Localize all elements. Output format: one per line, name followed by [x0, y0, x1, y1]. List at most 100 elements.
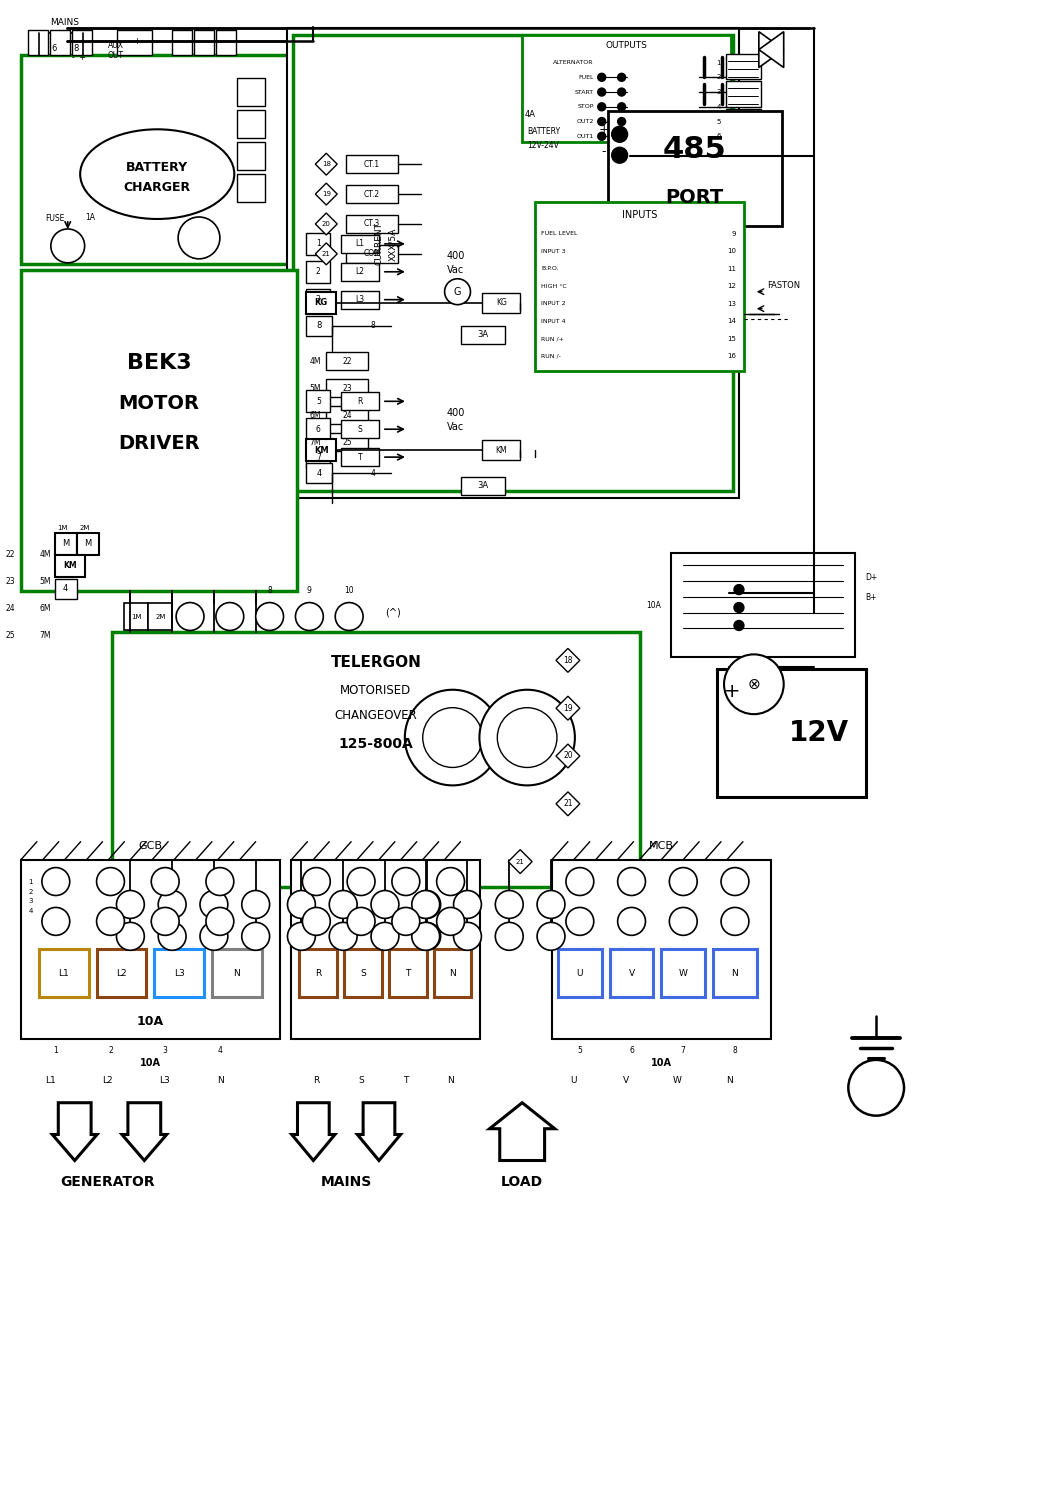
Text: 8: 8 — [316, 321, 322, 330]
Text: 2: 2 — [717, 74, 721, 80]
Bar — [50, 30, 70, 54]
Text: 400: 400 — [446, 251, 464, 262]
Bar — [65, 33, 87, 65]
Text: 23: 23 — [5, 578, 15, 587]
Text: R: R — [315, 969, 322, 978]
Bar — [306, 390, 330, 413]
Circle shape — [200, 922, 227, 950]
Text: 8: 8 — [733, 1046, 738, 1055]
Circle shape — [422, 708, 482, 768]
Circle shape — [848, 1060, 904, 1116]
Text: DRIVER: DRIVER — [118, 434, 200, 452]
Circle shape — [597, 73, 606, 82]
Circle shape — [617, 133, 626, 141]
Text: 125-800A: 125-800A — [339, 736, 413, 751]
Text: 8: 8 — [73, 44, 79, 53]
Text: 5M: 5M — [40, 578, 51, 587]
Text: 1: 1 — [315, 239, 321, 248]
Polygon shape — [556, 792, 580, 816]
Polygon shape — [508, 850, 532, 874]
Text: 22: 22 — [5, 550, 15, 559]
Text: KM: KM — [314, 446, 329, 455]
Bar — [342, 392, 379, 410]
Circle shape — [566, 907, 594, 936]
Bar — [608, 112, 782, 225]
Bar — [713, 950, 757, 996]
Text: 3A: 3A — [477, 330, 488, 339]
Circle shape — [537, 922, 565, 950]
Text: STOP: STOP — [577, 104, 594, 109]
Text: 2: 2 — [108, 1046, 113, 1055]
Text: S: S — [361, 969, 366, 978]
Text: 6: 6 — [629, 1046, 634, 1055]
Circle shape — [96, 907, 125, 936]
Bar — [71, 30, 91, 54]
Text: CHARGER: CHARGER — [124, 180, 191, 194]
Circle shape — [612, 147, 628, 163]
Bar — [726, 53, 761, 80]
Polygon shape — [315, 213, 337, 234]
Text: XXX/5A: XXX/5A — [389, 227, 397, 260]
Text: 21: 21 — [516, 859, 525, 865]
Text: 4M: 4M — [310, 357, 322, 366]
Bar — [522, 35, 732, 142]
Circle shape — [303, 868, 330, 895]
Circle shape — [151, 868, 179, 895]
Text: ALTERNATOR: ALTERNATOR — [553, 60, 594, 65]
Text: BATTERY: BATTERY — [126, 160, 189, 174]
Circle shape — [287, 891, 315, 918]
Text: 23: 23 — [343, 384, 352, 393]
Text: V: V — [623, 1077, 629, 1086]
Text: 6: 6 — [315, 425, 321, 434]
Bar — [28, 30, 48, 54]
Text: 2: 2 — [28, 889, 34, 895]
Circle shape — [371, 922, 399, 950]
Text: 6: 6 — [717, 133, 721, 139]
Circle shape — [566, 868, 594, 895]
Text: 1M: 1M — [58, 525, 68, 531]
Text: 5: 5 — [717, 118, 721, 124]
Circle shape — [158, 922, 187, 950]
Bar — [306, 316, 332, 336]
Text: 7: 7 — [681, 1046, 685, 1055]
Circle shape — [454, 891, 481, 918]
Circle shape — [412, 922, 440, 950]
Text: N: N — [732, 969, 739, 978]
Text: N: N — [234, 969, 240, 978]
Text: L3: L3 — [159, 1077, 170, 1086]
Circle shape — [412, 891, 440, 918]
Text: TELERGON: TELERGON — [330, 655, 421, 670]
Text: HIGH °C: HIGH °C — [541, 284, 567, 289]
Text: MAINS: MAINS — [50, 18, 80, 27]
Text: 24: 24 — [5, 603, 15, 612]
Text: 12: 12 — [727, 283, 736, 289]
Bar — [344, 950, 381, 996]
Bar — [212, 950, 262, 996]
Polygon shape — [759, 32, 784, 68]
Polygon shape — [357, 1102, 400, 1161]
Circle shape — [216, 603, 244, 631]
Circle shape — [42, 907, 70, 936]
Circle shape — [335, 603, 363, 631]
Text: W: W — [673, 1077, 682, 1086]
Text: 4: 4 — [717, 104, 721, 110]
Text: -: - — [602, 145, 606, 157]
Polygon shape — [315, 153, 337, 175]
Bar — [306, 463, 332, 482]
Text: MCB: MCB — [649, 841, 674, 851]
Text: KM: KM — [63, 561, 77, 570]
Text: 4: 4 — [28, 909, 34, 915]
Text: MAINS: MAINS — [321, 1175, 372, 1190]
Text: 3A: 3A — [477, 481, 488, 490]
Text: 25: 25 — [5, 631, 15, 640]
Bar — [346, 184, 398, 203]
Text: L3: L3 — [174, 969, 184, 978]
Circle shape — [303, 907, 330, 936]
Text: RUN /+: RUN /+ — [541, 336, 564, 342]
Text: Vac: Vac — [446, 422, 464, 432]
Bar — [21, 54, 298, 263]
Circle shape — [158, 891, 187, 918]
Text: T: T — [357, 452, 363, 461]
Text: 4: 4 — [63, 584, 68, 593]
Circle shape — [597, 133, 606, 141]
